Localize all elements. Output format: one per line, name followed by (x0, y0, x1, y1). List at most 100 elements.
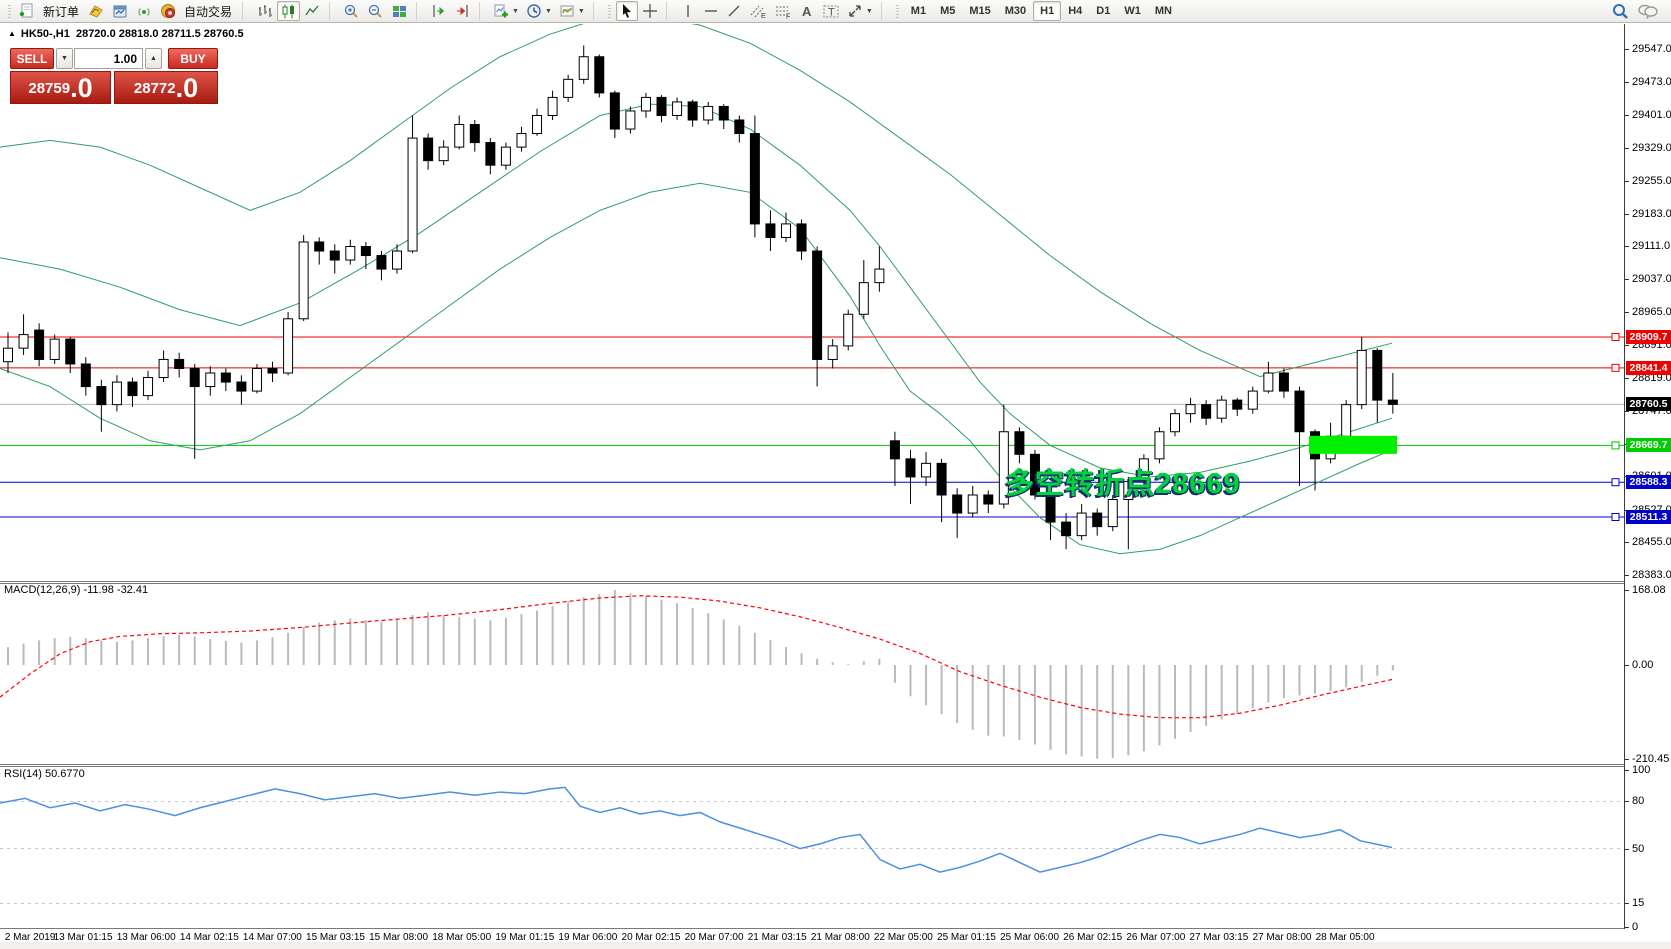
auto-trading-label[interactable]: 自动交易 (184, 4, 233, 19)
pivot-annotation-text[interactable]: 多空转折点28669 (1005, 468, 1241, 500)
toolbar-separator (479, 2, 486, 20)
sell-price-panel[interactable]: 28759 .0 (10, 71, 111, 104)
text-label-icon: T (823, 5, 839, 19)
toolbar-grip[interactable] (893, 3, 901, 19)
symbol-timeframe-label: HK50-,H1 (20, 28, 70, 40)
timeframe-h1[interactable]: H1 (1033, 1, 1062, 21)
trendline-icon (728, 5, 740, 17)
hline-handle[interactable] (1611, 441, 1620, 450)
time-label: 21 Mar 03:15 (747, 932, 807, 943)
cursor-button[interactable] (615, 1, 638, 21)
rsi-line (0, 786, 1393, 873)
volume-decrease-button[interactable]: ▼ (56, 48, 73, 69)
price-tick-label: 28819.0 (1632, 371, 1671, 384)
axis-tick (1625, 770, 1629, 772)
indicators-button[interactable]: ▼ (490, 1, 522, 21)
cursor-icon (623, 4, 632, 18)
tile-windows-icon (393, 5, 407, 17)
toolbar-separator (416, 2, 423, 20)
new-order-button[interactable] (16, 1, 39, 21)
time-label: 19 Mar 06:00 (558, 932, 618, 943)
axis-tick (1625, 213, 1629, 215)
market-watch-button[interactable] (85, 1, 108, 21)
toolbar-right (1611, 2, 1667, 20)
volume-increase-button[interactable]: ▲ (145, 48, 162, 69)
toolbar-grip[interactable] (605, 3, 613, 19)
timeframe-mn[interactable]: MN (1154, 5, 1172, 17)
pivot-highlight-box[interactable] (1309, 435, 1397, 454)
vertical-line-icon (687, 5, 689, 17)
templates-button[interactable]: ▼ (556, 1, 588, 21)
hline-handle[interactable] (1611, 512, 1620, 521)
hline-handle[interactable] (1611, 363, 1620, 372)
price-axis[interactable]: 29547.0 29473.0 29401.0 29329.0 29255.0 29183… (1624, 24, 1671, 933)
macd-scale-label: 168.08 (1632, 584, 1666, 596)
chart-area: 29547.0 29473.0 29401.0 29329.0 29255.0 29183… (0, 23, 1671, 949)
tile-windows-button[interactable] (388, 1, 411, 21)
buy-price-panel[interactable]: 28772 .0 (114, 71, 218, 104)
periods-clock-icon (527, 3, 541, 18)
auto-trading-button[interactable] (157, 1, 180, 21)
oneclick-collapse-arrow[interactable]: ▲ (8, 29, 16, 38)
signals-icon (138, 7, 150, 16)
timeframe-m15[interactable]: M15 (969, 5, 991, 17)
chart-shift-icon (433, 4, 445, 17)
horizontal-line-button[interactable] (700, 1, 722, 21)
auto-trading-icon (161, 3, 176, 18)
time-label: 25 Mar 06:00 (1000, 932, 1060, 943)
time-label: 18 Mar 05:00 (432, 932, 492, 943)
new-order-label[interactable]: 新订单 (43, 4, 80, 19)
equidistant-channel-button[interactable]: E (746, 1, 770, 21)
timeframe-d1[interactable]: D1 (1096, 5, 1111, 17)
zoom-out-button[interactable] (364, 1, 387, 21)
text-button[interactable]: A (796, 1, 818, 21)
chat-icon[interactable] (1637, 2, 1659, 20)
price-tick-label: 29401.0 (1632, 109, 1671, 122)
text-icon: A (802, 4, 812, 19)
time-label: 15 Mar 08:00 (369, 932, 429, 943)
axis-tick (1625, 312, 1629, 313)
chart-shift-button[interactable] (427, 1, 450, 21)
crosshair-button[interactable] (639, 1, 661, 21)
periods-button[interactable]: ▼ (523, 1, 555, 21)
candlestick-chart-button[interactable] (277, 1, 301, 21)
new-order-icon (20, 3, 33, 17)
time-label: 13 Mar 06:00 (116, 932, 176, 943)
toolbar-separator (242, 2, 249, 20)
signals-button[interactable] (133, 1, 156, 21)
zoom-in-button[interactable] (340, 1, 363, 21)
chart-window-icon (113, 5, 127, 17)
text-label-button[interactable]: T (819, 1, 843, 21)
buy-button[interactable]: BUY (168, 48, 218, 69)
bollinger-middle-band (0, 103, 1393, 478)
time-label: 2 Mar 2019 (4, 932, 56, 943)
timeframe-m1[interactable]: M1 (910, 5, 927, 17)
volume-input[interactable] (74, 48, 143, 69)
time-label: 25 Mar 01:15 (937, 932, 996, 943)
price-tick-label: 29255.0 (1632, 174, 1671, 187)
timeframe-m30[interactable]: M30 (1004, 5, 1027, 17)
rsi-label: RSI(14) 50.6770 (4, 768, 85, 780)
chart-plot[interactable] (0, 24, 1624, 929)
line-chart-button[interactable] (301, 1, 324, 21)
arrows-button[interactable]: ▼ (844, 1, 876, 21)
rsi-scale-label: 80 (1632, 795, 1645, 808)
auto-scroll-button[interactable] (451, 1, 474, 21)
toolbar-grip[interactable] (6, 3, 13, 19)
axis-tick (1625, 377, 1629, 379)
sell-button[interactable]: SELL (10, 48, 54, 69)
rsi-scale-label: 15 (1632, 897, 1645, 910)
bar-chart-button[interactable] (253, 1, 276, 21)
hline-handle[interactable] (1611, 332, 1620, 341)
timeframe-m5[interactable]: M5 (940, 5, 956, 17)
fibonacci-button[interactable]: F (771, 1, 795, 21)
hline-handle[interactable] (1611, 478, 1620, 487)
timeframe-h4[interactable]: H4 (1068, 5, 1083, 17)
search-icon[interactable] (1611, 2, 1629, 20)
vertical-line-button[interactable] (677, 1, 699, 21)
timeframe-w1[interactable]: W1 (1124, 5, 1141, 17)
buy-price-fraction: .0 (175, 73, 199, 103)
chart-window-button[interactable] (109, 1, 132, 21)
trendline-button[interactable] (723, 1, 745, 21)
